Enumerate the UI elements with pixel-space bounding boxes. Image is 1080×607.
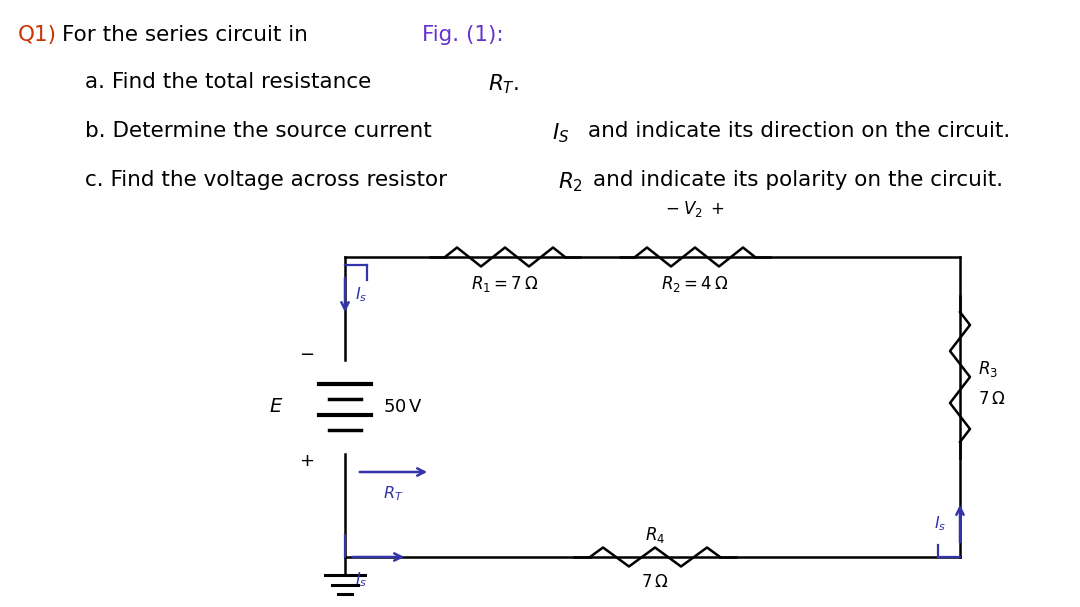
Text: $-$: $-$ (299, 344, 314, 362)
Text: $R_4$: $R_4$ (645, 525, 665, 545)
Text: $R_1 = 7\,\Omega$: $R_1 = 7\,\Omega$ (471, 274, 539, 294)
Text: a. Find the total resistance: a. Find the total resistance (85, 72, 372, 92)
Text: $R_T$.: $R_T$. (488, 72, 519, 95)
Text: and indicate its direction on the circuit.: and indicate its direction on the circui… (588, 121, 1010, 141)
Text: $E$: $E$ (269, 398, 283, 416)
Text: $+$: $+$ (299, 452, 314, 470)
Text: $I_S$: $I_S$ (552, 121, 569, 144)
Text: $7\,\Omega$: $7\,\Omega$ (642, 573, 669, 591)
Text: Fig. (1):: Fig. (1): (422, 25, 503, 45)
Text: $I_s$: $I_s$ (355, 570, 367, 589)
Text: and indicate its polarity on the circuit.: and indicate its polarity on the circuit… (593, 170, 1003, 190)
Text: $I_s$: $I_s$ (934, 514, 946, 533)
Text: b. Determine the source current: b. Determine the source current (85, 121, 432, 141)
Text: $R_T$: $R_T$ (383, 484, 404, 503)
Text: Q1): Q1) (18, 25, 57, 45)
Text: $R_2 = 4\,\Omega$: $R_2 = 4\,\Omega$ (661, 274, 729, 294)
Text: $R_3$: $R_3$ (978, 359, 998, 379)
Text: $-\;V_2\;+$: $-\;V_2\;+$ (665, 199, 725, 219)
Text: For the series circuit in: For the series circuit in (62, 25, 308, 45)
Text: $I_s$: $I_s$ (355, 286, 367, 304)
Text: $7\,\Omega$: $7\,\Omega$ (978, 390, 1005, 408)
Text: $50\,\mathrm{V}$: $50\,\mathrm{V}$ (383, 398, 423, 416)
Text: $R_2$: $R_2$ (558, 170, 583, 194)
Text: c. Find the voltage across resistor: c. Find the voltage across resistor (85, 170, 447, 190)
